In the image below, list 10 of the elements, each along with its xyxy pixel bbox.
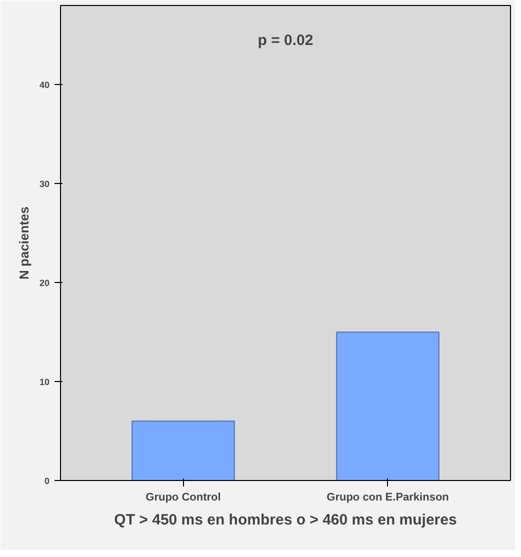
x-tick-label: Grupo con E.Parkinson	[326, 492, 450, 504]
y-tick-label: 10	[39, 377, 50, 388]
y-tick-label: 30	[39, 179, 50, 190]
x-tick-label: Grupo Control	[146, 492, 221, 504]
x-axis-title: QT > 450 ms en hombres o > 460 ms en mujeres	[114, 512, 457, 528]
annotation: p = 0.02	[258, 32, 314, 49]
y-axis-title: N pacientes	[16, 206, 32, 280]
y-tick-label: 20	[39, 278, 50, 288]
y-tick-label: 0	[44, 476, 50, 486]
y-tick-label: 40	[39, 80, 50, 90]
